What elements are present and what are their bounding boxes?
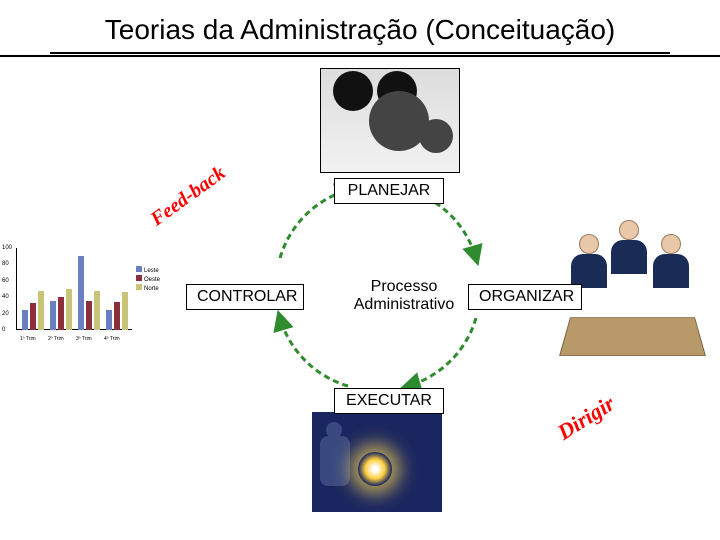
illus-welder <box>312 412 442 512</box>
title-underline <box>0 55 720 57</box>
illus-gears <box>320 68 460 173</box>
chart-legend-item: Norte <box>136 284 172 293</box>
callout-dirigir: Dirigir <box>553 390 620 445</box>
chart-x-tick: 1º Trim <box>20 336 36 342</box>
chart-bar <box>22 310 28 331</box>
meeting-person-icon <box>653 234 689 288</box>
gears-head-icon <box>333 71 373 111</box>
chart-y-tick: 100 <box>2 245 12 251</box>
callout-feedback: Feed-back <box>147 162 231 232</box>
chart-bar <box>106 310 112 331</box>
chart-bar <box>78 256 84 330</box>
chart-x-tick: 2º Trim <box>48 336 64 342</box>
chart-y-tick: 40 <box>2 294 9 300</box>
chart-legend-item: Leste <box>136 266 172 275</box>
chart-y-tick: 60 <box>2 278 9 284</box>
chart-y-tick: 0 <box>2 327 5 333</box>
chart-bar <box>50 301 56 330</box>
node-executar: EXECUTAR <box>334 388 444 414</box>
center-line1: Processo <box>334 278 474 296</box>
chart-bar <box>66 289 72 330</box>
arc-organizar-executar <box>408 318 476 386</box>
arc-executar-controlar <box>280 318 348 386</box>
illus-meeting <box>565 220 700 370</box>
node-planejar: PLANEJAR <box>334 178 444 204</box>
chart-x-tick: 4º Trim <box>104 336 120 342</box>
chart-bar <box>30 303 36 330</box>
meeting-table-icon <box>559 317 706 356</box>
center-label: Processo Administrativo <box>334 278 474 314</box>
chart-y-tick: 20 <box>2 311 9 317</box>
chart-legend-item: Oeste <box>136 275 172 284</box>
page-title: Teorias da Administração (Conceituação) <box>50 14 670 54</box>
welder-person-icon <box>320 422 354 492</box>
chart-bar <box>122 292 128 330</box>
chart-x-tick: 3º Trim <box>76 336 92 342</box>
node-organizar: ORGANIZAR <box>468 284 582 310</box>
node-controlar: CONTROLAR <box>186 284 304 310</box>
meeting-person-icon <box>571 234 607 288</box>
chart-bar <box>86 301 92 330</box>
gear-icon-small <box>419 119 453 153</box>
chart-bar <box>58 297 64 330</box>
meeting-person-icon <box>611 220 647 274</box>
chart-bar <box>94 291 100 330</box>
chart-bar <box>114 302 120 330</box>
welder-spark-icon <box>358 452 392 486</box>
center-line2: Administrativo <box>334 296 474 314</box>
chart-y-tick: 80 <box>2 261 9 267</box>
illus-chart: LesteOesteNorte 0 20 40 60 80 100 1º Trim 2º T… <box>2 248 172 344</box>
chart-legend: LesteOesteNorte <box>136 266 172 293</box>
chart-bar <box>38 291 44 330</box>
chart-y-axis <box>16 248 17 330</box>
